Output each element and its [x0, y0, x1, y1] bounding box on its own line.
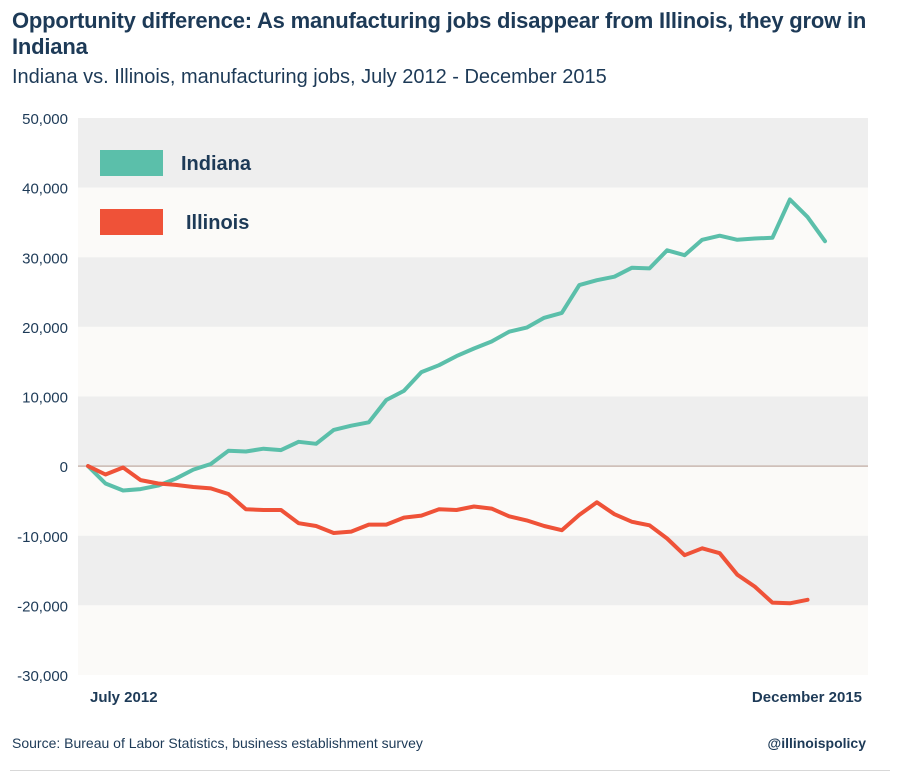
background-band [78, 605, 868, 675]
y-tick-label: -30,000 [17, 668, 68, 685]
legend-label-indiana: Indiana [181, 153, 252, 175]
chart-subtitle: Indiana vs. Illinois, manufacturing jobs… [12, 66, 607, 88]
background-bands [78, 118, 868, 675]
chart-title: Opportunity difference: As manufacturing… [12, 8, 867, 59]
source-note: Source: Bureau of Labor Statistics, busi… [12, 735, 423, 751]
footer-divider [10, 770, 890, 771]
credit-handle[interactable]: @illinoispolicy [767, 735, 866, 751]
y-tick-label: -10,000 [17, 529, 68, 546]
legend: Indiana Illinois [100, 150, 252, 235]
background-band [78, 466, 868, 536]
series-line-indiana [86, 197, 827, 493]
x-axis-ticks: July 2012 December 2015 [90, 689, 862, 706]
y-tick-label: 10,000 [22, 390, 68, 407]
series-lines [86, 197, 827, 606]
background-band [78, 257, 868, 327]
y-axis-ticks: 50,000 40,000 30,000 20,000 10,000 0 -10,000 -2… [17, 111, 68, 685]
y-tick-label: 40,000 [22, 181, 68, 198]
background-band [78, 535, 868, 606]
x-tick-label: December 2015 [752, 689, 862, 706]
y-tick-label: -20,000 [17, 598, 68, 615]
background-band [78, 396, 868, 467]
x-tick-label: July 2012 [90, 689, 158, 706]
series-line-illinois [86, 464, 810, 606]
y-tick-label: 0 [60, 459, 68, 476]
background-band [78, 326, 868, 397]
y-tick-label: 30,000 [22, 250, 68, 267]
background-band [78, 118, 868, 188]
background-band [78, 187, 868, 258]
y-tick-label: 20,000 [22, 320, 68, 337]
legend-label-illinois: Illinois [186, 212, 249, 234]
y-tick-label: 50,000 [22, 111, 68, 128]
